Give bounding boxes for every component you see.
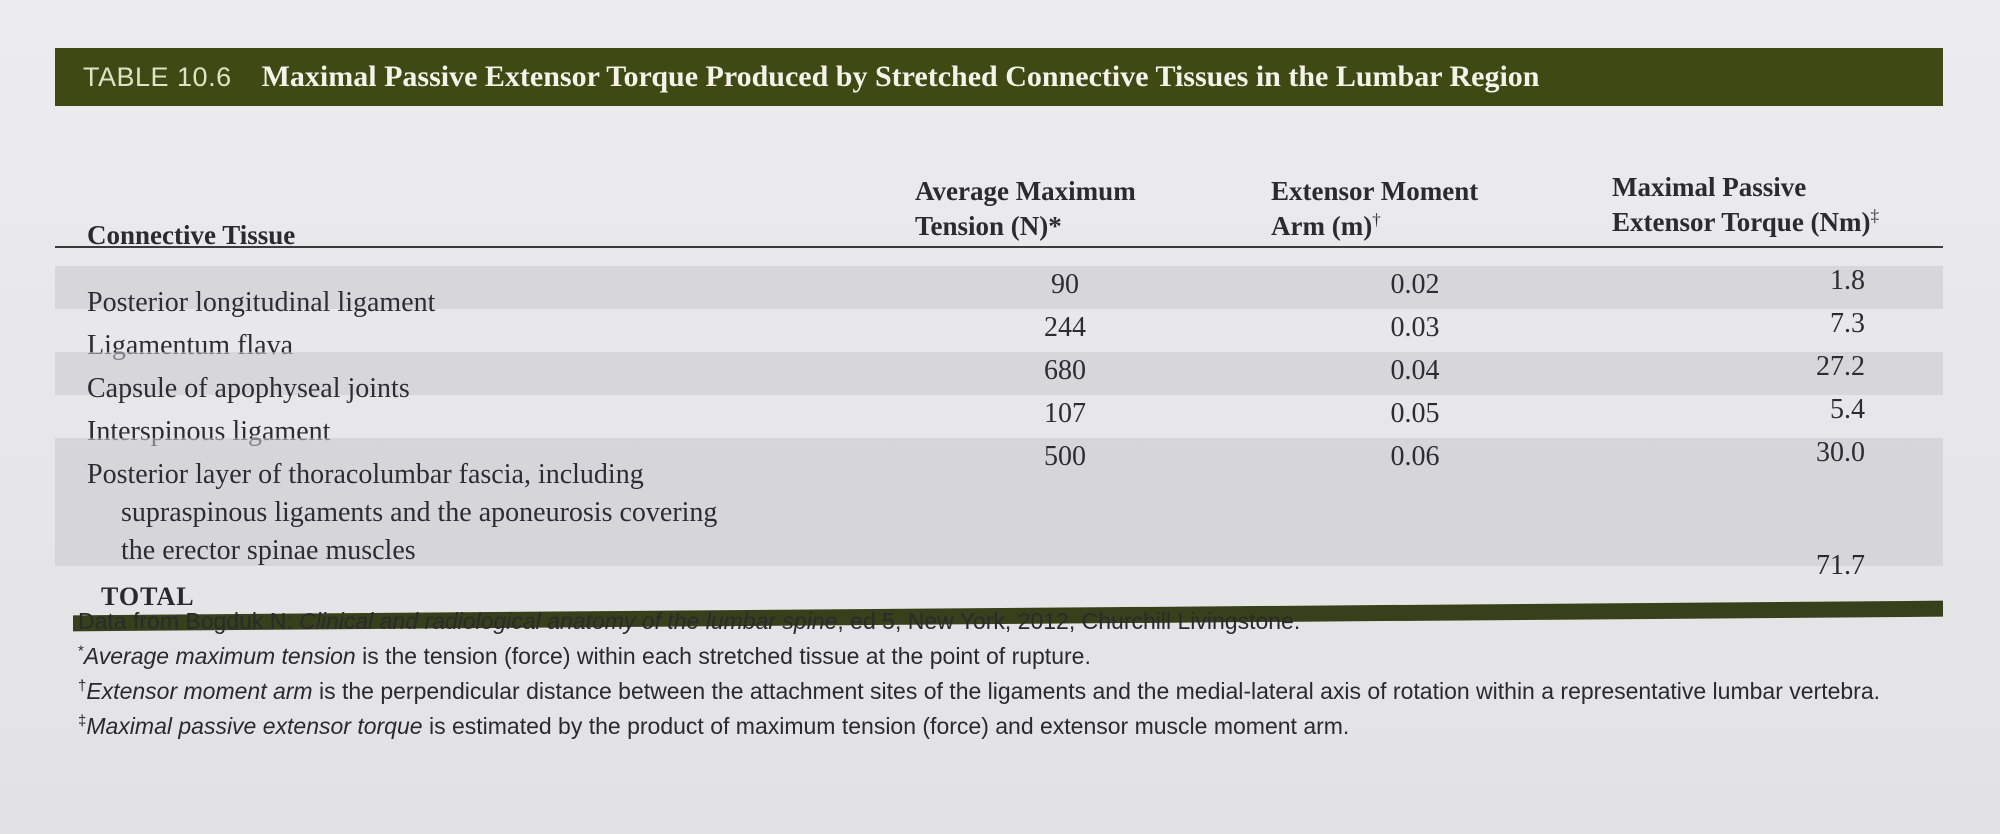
column-header-torque: Maximal Passive Extensor Torque (Nm)‡ — [1612, 170, 1879, 240]
footnote-mark-dagger: † — [1372, 210, 1381, 229]
table-title-bar: TABLE 10.6 Maximal Passive Extensor Torq… — [55, 48, 1943, 106]
column-header-moment: Extensor Moment Arm (m)† — [1271, 174, 1478, 244]
cell-tissue-line1: Posterior layer of thoracolumbar fascia,… — [87, 459, 644, 490]
data-table: TABLE 10.6 Maximal Passive Extensor Torq… — [55, 48, 1943, 632]
source-suffix: , ed 5, New York, 2012, Churchill Living… — [837, 608, 1301, 634]
table-notes: Data from Bogduk N: Clinical and radiolo… — [78, 608, 1938, 748]
cell-tension: 244 — [1044, 312, 1086, 343]
cell-tension: 680 — [1044, 355, 1086, 386]
table-row: Posterior longitudinal ligament 90 0.02 … — [55, 265, 1943, 318]
table-row: Capsule of apophyseal joints 680 0.04 27… — [55, 351, 1943, 404]
source-title: Clinical and radiological anatomy of the… — [299, 608, 838, 634]
footnote-tension: *Average maximum tension is the tension … — [78, 643, 1938, 670]
cell-moment: 0.05 — [1390, 398, 1440, 429]
column-header-moment-line2: Arm (m)† — [1271, 209, 1478, 244]
header-rule — [55, 246, 1943, 248]
cell-tension: 107 — [1044, 398, 1086, 429]
footnote-mark: ‡ — [78, 712, 87, 730]
column-header-torque-line1: Maximal Passive — [1612, 172, 1807, 202]
cell-torque: 7.3 — [1830, 308, 1865, 339]
cell-moment: 0.02 — [1390, 269, 1440, 300]
source-note: Data from Bogduk N: Clinical and radiolo… — [78, 608, 1938, 635]
footnote-term: Average maximum tension — [83, 643, 356, 669]
column-header-moment-line1: Extensor Moment — [1271, 176, 1479, 206]
table-row: Interspinous ligament 107 0.05 5.4 — [55, 394, 1943, 447]
footnote-moment: †Extensor moment arm is the perpendicula… — [78, 678, 1938, 705]
cell-tissue: Posterior layer of thoracolumbar fascia,… — [87, 456, 807, 570]
table-number: TABLE 10.6 — [83, 61, 232, 92]
footnote-text: is the perpendicular distance between th… — [312, 678, 1881, 704]
footnote-mark: † — [78, 677, 87, 695]
cell-torque: 1.8 — [1830, 265, 1865, 296]
source-prefix: Data from Bogduk N: — [78, 608, 300, 634]
column-header-moment-text: Arm (m) — [1271, 211, 1373, 241]
footnote-mark-double-dagger: ‡ — [1870, 206, 1880, 225]
footnote-mark: * — [78, 642, 84, 660]
footnote-torque: ‡Maximal passive extensor torque is esti… — [78, 713, 1938, 740]
table-body: Posterior longitudinal ligament 90 0.02 … — [55, 265, 1943, 566]
cell-tissue: Posterior longitudinal ligament — [87, 287, 436, 318]
table-title: Maximal Passive Extensor Torque Produced… — [261, 60, 1540, 93]
cell-tension: 90 — [1051, 269, 1079, 300]
total-label: TOTAL — [101, 582, 195, 611]
cell-torque: 5.4 — [1830, 394, 1865, 425]
column-header-tension: Average Maximum Tension (N)* — [915, 174, 1136, 244]
cell-tissue-line2: supraspinous ligaments and the aponeuros… — [121, 497, 718, 528]
table-row: Posterior layer of thoracolumbar fascia,… — [55, 437, 1943, 566]
column-header-torque-line2: Extensor Torque (Nm)‡ — [1612, 205, 1879, 240]
column-header-tension-line1: Average Maximum — [915, 176, 1136, 206]
table-row: Ligamentum flava 244 0.03 7.3 — [55, 308, 1943, 361]
total-value: 71.7 — [1816, 550, 1865, 581]
total-row: TOTAL 71.7 — [55, 550, 1943, 611]
footnote-term: Maximal passive extensor torque — [86, 713, 423, 739]
column-header-tissue: Connective Tissue — [87, 220, 296, 250]
cell-tissue: Capsule of apophyseal joints — [87, 373, 410, 404]
cell-moment: 0.04 — [1390, 355, 1440, 386]
footnote-text: is estimated by the product of maximum t… — [422, 713, 1350, 739]
cell-tension: 500 — [1044, 441, 1086, 472]
footnote-text: is the tension (force) within each stret… — [355, 643, 1091, 669]
cell-moment: 0.03 — [1390, 312, 1440, 343]
column-header-tension-line2: Tension (N)* — [915, 211, 1062, 241]
table-header: Connective Tissue Average Maximum Tensio… — [55, 106, 1943, 251]
cell-moment: 0.06 — [1390, 441, 1440, 472]
footnote-term: Extensor moment arm — [86, 678, 313, 704]
cell-torque: 30.0 — [1816, 437, 1865, 468]
column-header-torque-text: Extensor Torque (Nm) — [1612, 207, 1871, 237]
cell-torque: 27.2 — [1816, 351, 1865, 382]
cell-tissue-line3: the erector spinae muscles — [121, 535, 416, 566]
